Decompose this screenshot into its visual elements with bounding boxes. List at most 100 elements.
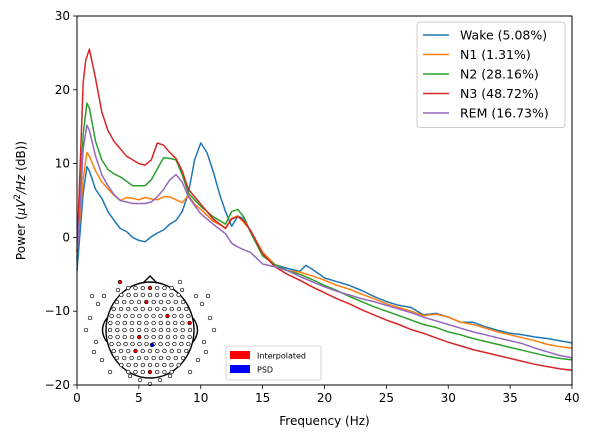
electrode <box>114 355 120 361</box>
electrode <box>151 334 156 340</box>
electrode <box>126 285 131 291</box>
electrode <box>162 369 167 375</box>
electrode <box>169 369 174 375</box>
electrode <box>162 292 167 298</box>
electrode <box>133 285 138 291</box>
electrode <box>155 369 160 375</box>
electrode <box>127 373 133 379</box>
electrode <box>115 334 120 340</box>
electrode <box>162 306 167 312</box>
electrode <box>151 320 156 326</box>
electrode <box>137 320 142 326</box>
axis-ticks: 0 5 10 15 20 25 30 35 40 −20 −10 0 10 20 30 <box>45 9 580 405</box>
electrode <box>144 355 149 361</box>
electrode <box>140 348 145 354</box>
electrode <box>176 292 181 298</box>
electrode <box>169 292 174 298</box>
interpolated-electrode <box>147 285 153 291</box>
electrode <box>207 315 213 321</box>
electrode <box>147 348 153 354</box>
x-tick-label: 20 <box>317 391 332 405</box>
legend-box <box>416 21 566 128</box>
electrode <box>111 348 116 354</box>
electrode <box>136 355 142 361</box>
psd-electrode <box>149 342 155 348</box>
legend-entry: Wake (5.08%) <box>460 28 547 43</box>
electrode <box>154 362 160 368</box>
electrode <box>137 377 143 383</box>
x-tick-label: 15 <box>255 391 270 405</box>
electrode <box>177 279 183 285</box>
electrode <box>107 327 113 333</box>
electrode <box>123 313 128 319</box>
electrode <box>140 285 145 291</box>
electrode <box>166 355 171 361</box>
electrode <box>173 355 178 361</box>
electrode <box>179 287 185 293</box>
electrode <box>93 339 99 345</box>
electrode <box>126 348 131 354</box>
electrode <box>115 327 120 333</box>
electrode <box>155 285 160 291</box>
left-ear-outline <box>101 317 108 343</box>
electrode <box>195 357 201 363</box>
x-tick-label: 10 <box>193 391 208 405</box>
electrode <box>180 334 185 340</box>
x-tick-label: 5 <box>135 391 143 405</box>
electrode <box>186 313 191 319</box>
electrode <box>155 348 160 354</box>
legend-entry: N1 (1.31%) <box>460 47 531 62</box>
y-axis-label: Power (μV2/Hz (dB)) <box>13 141 28 260</box>
nose-outline <box>142 275 158 284</box>
electrode <box>144 320 149 326</box>
electrode <box>122 299 127 305</box>
electrode <box>173 334 178 340</box>
electrode <box>158 299 164 305</box>
electrode <box>176 306 182 312</box>
electrode <box>122 320 127 326</box>
electrode <box>126 369 131 375</box>
electrode <box>172 313 177 319</box>
electrode <box>165 341 170 347</box>
electrode <box>123 341 128 347</box>
electrode <box>126 306 131 312</box>
electrode <box>129 320 135 326</box>
electrode <box>119 362 124 368</box>
electrode <box>130 313 135 319</box>
y-tick-label: −10 <box>45 304 70 318</box>
electrode <box>122 334 127 340</box>
x-axis-label: Frequency (Hz) <box>279 414 370 428</box>
x-tick-label: 40 <box>564 391 579 405</box>
electrode <box>108 320 113 326</box>
interpolated-electrode <box>133 348 138 354</box>
electrode <box>201 339 207 345</box>
electrode <box>173 327 178 333</box>
electrode <box>136 327 142 333</box>
electrode <box>144 327 149 333</box>
electrode <box>180 299 186 305</box>
electrode <box>109 341 114 347</box>
electrode <box>140 292 146 298</box>
electrode <box>115 287 121 293</box>
electrode <box>176 348 182 354</box>
electrode <box>144 334 149 340</box>
electrode <box>179 313 184 319</box>
series-lines <box>76 48 573 371</box>
electrode <box>126 362 131 368</box>
y-tick-label: 30 <box>55 9 70 23</box>
electrode <box>118 348 124 354</box>
electrode <box>147 362 153 368</box>
electrode <box>193 293 199 299</box>
series-line <box>76 124 573 359</box>
electrode <box>136 299 142 305</box>
electrode <box>179 341 184 347</box>
electrode <box>137 313 142 319</box>
electrode <box>115 320 120 326</box>
y-tick-label: 20 <box>55 83 70 97</box>
electrode <box>172 341 177 347</box>
electrode <box>116 313 121 319</box>
electrode <box>140 362 146 368</box>
electrode <box>109 313 114 319</box>
electrode <box>140 369 145 375</box>
electrode <box>87 315 93 321</box>
